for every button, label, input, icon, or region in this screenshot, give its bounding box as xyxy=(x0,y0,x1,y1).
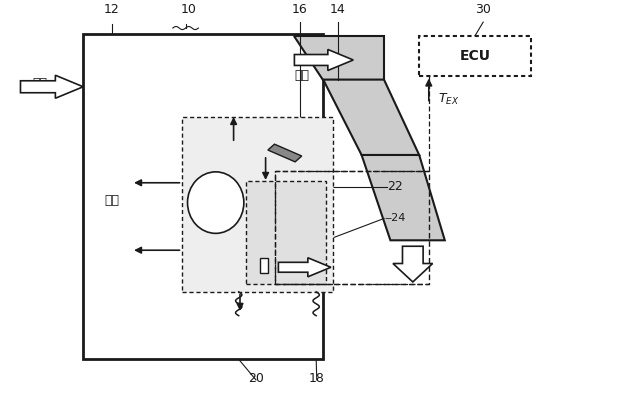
Ellipse shape xyxy=(188,172,244,233)
Text: 水凝縮: 水凝縮 xyxy=(205,196,226,209)
Text: 排気: 排気 xyxy=(294,69,310,82)
Polygon shape xyxy=(294,36,384,80)
Bar xyxy=(246,181,326,284)
Text: ‒24: ‒24 xyxy=(384,213,405,223)
Text: 22: 22 xyxy=(387,180,403,193)
Text: 14: 14 xyxy=(330,3,346,16)
Polygon shape xyxy=(362,155,445,240)
Polygon shape xyxy=(323,80,419,155)
Polygon shape xyxy=(20,75,83,98)
Text: 30: 30 xyxy=(476,3,491,16)
Text: 伝熱: 伝熱 xyxy=(104,194,120,207)
Bar xyxy=(260,258,268,273)
Text: 12: 12 xyxy=(104,3,120,16)
Polygon shape xyxy=(278,258,331,277)
Polygon shape xyxy=(294,49,353,71)
Bar xyxy=(268,144,301,162)
Bar xyxy=(419,36,531,76)
Bar xyxy=(83,34,323,359)
Text: 10: 10 xyxy=(181,3,196,16)
Text: 16: 16 xyxy=(292,3,307,16)
Text: 18: 18 xyxy=(309,372,324,385)
Text: ECU: ECU xyxy=(460,49,490,63)
Bar xyxy=(275,171,429,284)
Bar xyxy=(182,117,333,292)
Text: 吸気: 吸気 xyxy=(33,77,48,90)
Polygon shape xyxy=(393,246,433,282)
Text: $T_{EX}$: $T_{EX}$ xyxy=(438,92,460,107)
Text: 20: 20 xyxy=(248,372,264,385)
